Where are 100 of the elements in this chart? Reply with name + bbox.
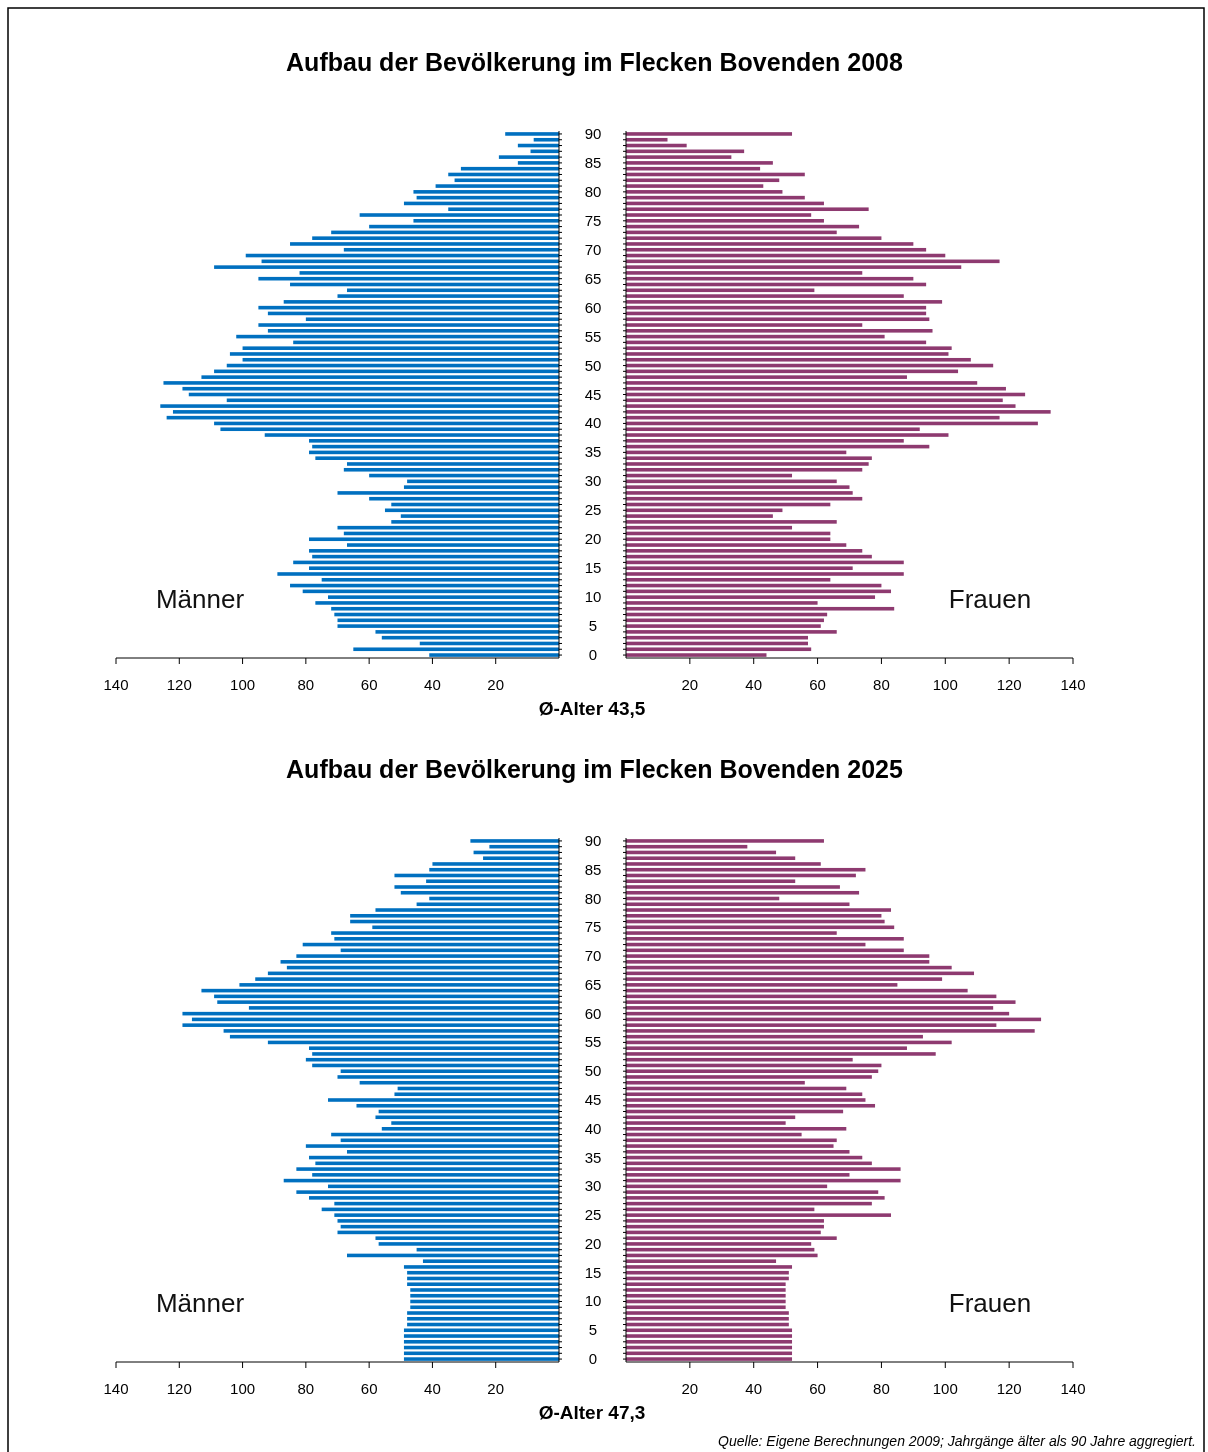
bar xyxy=(422,1259,559,1263)
bar xyxy=(448,207,559,212)
bar xyxy=(626,839,824,843)
x-axis-title: Ø-Alter 43,5 xyxy=(538,698,646,719)
bar xyxy=(375,1236,559,1240)
series-label: Männer xyxy=(155,584,245,614)
x-tick-label: 20 xyxy=(681,1380,699,1397)
bar xyxy=(626,1052,936,1056)
bar xyxy=(626,375,907,379)
x-tick-label: 100 xyxy=(932,676,958,693)
bar xyxy=(403,1265,559,1269)
bar xyxy=(626,1121,786,1125)
bar xyxy=(626,242,914,246)
bar xyxy=(346,1150,559,1154)
bar xyxy=(626,879,796,884)
bar xyxy=(517,161,559,165)
y-tick-label: 70 xyxy=(584,947,602,965)
text: Frauen xyxy=(948,1288,1032,1318)
y-tick-label: 35 xyxy=(584,443,602,461)
bar xyxy=(626,890,860,895)
bar xyxy=(312,236,559,240)
y-tick-label: 5 xyxy=(588,617,598,635)
bar xyxy=(226,398,559,403)
bar xyxy=(626,467,863,472)
bar xyxy=(309,1196,559,1200)
bar xyxy=(334,937,559,941)
bar xyxy=(626,856,796,860)
bar xyxy=(429,653,559,657)
x-tick-label: 60 xyxy=(809,1380,826,1397)
bar xyxy=(626,294,904,298)
bar xyxy=(375,908,559,912)
y-tick-label: 20 xyxy=(584,1234,602,1252)
bar xyxy=(626,1311,789,1315)
bar xyxy=(505,132,559,136)
bar xyxy=(626,630,837,634)
bar xyxy=(280,960,559,964)
bar xyxy=(454,178,559,183)
bar xyxy=(626,132,793,136)
y-tick-label: 55 xyxy=(584,327,602,345)
bar xyxy=(626,1334,793,1338)
bar xyxy=(626,1029,1035,1033)
y-tick-label: 45 xyxy=(584,1091,602,1108)
x-tick-label: 140 xyxy=(1060,1380,1086,1397)
bar xyxy=(626,647,812,652)
bar xyxy=(413,190,559,194)
bar xyxy=(626,1219,824,1223)
bar xyxy=(626,1173,850,1177)
bar xyxy=(626,1357,793,1361)
bar xyxy=(217,1000,559,1004)
y-tick-label: 60 xyxy=(584,298,602,316)
bar xyxy=(242,357,559,362)
y-tick-label: 10 xyxy=(584,588,602,606)
bar xyxy=(626,1092,863,1097)
bar xyxy=(626,357,971,362)
bar xyxy=(328,595,559,599)
y-tick-label: 10 xyxy=(584,1292,602,1310)
bar xyxy=(312,1173,559,1177)
x-tick-label: 120 xyxy=(996,676,1022,693)
y-tick-label: 80 xyxy=(584,182,602,200)
bar xyxy=(248,1006,559,1010)
bar xyxy=(626,549,863,553)
bar xyxy=(264,433,559,437)
bar xyxy=(626,300,943,304)
bar xyxy=(220,427,559,432)
bar xyxy=(626,213,812,217)
bar xyxy=(296,1167,559,1171)
bar xyxy=(626,606,895,611)
bar xyxy=(299,271,559,275)
bar xyxy=(626,1213,892,1217)
bar xyxy=(223,1029,559,1033)
y-tick-label: 50 xyxy=(584,356,602,374)
bar xyxy=(410,1305,559,1310)
bar xyxy=(321,577,559,582)
bar xyxy=(403,485,559,489)
bar xyxy=(626,410,1051,414)
bar xyxy=(426,879,559,884)
bar xyxy=(346,462,559,466)
y-tick-label: 40 xyxy=(584,1119,602,1137)
bar xyxy=(359,213,559,217)
bar xyxy=(626,456,872,460)
bar xyxy=(305,1144,559,1148)
bar xyxy=(626,913,882,918)
bar xyxy=(626,1242,812,1246)
bar xyxy=(626,323,863,327)
bar xyxy=(309,566,559,570)
bar xyxy=(626,398,1003,403)
x-tick-label: 100 xyxy=(230,1380,256,1397)
bar xyxy=(626,1006,994,1010)
x-tick-label: 40 xyxy=(745,676,763,693)
bar xyxy=(626,520,837,524)
bar xyxy=(359,1080,559,1085)
bar xyxy=(416,902,559,907)
bar xyxy=(498,155,559,159)
chart-title: Aufbau der Bevölkerung im Flecken Bovenden 2025 xyxy=(286,755,904,783)
bar xyxy=(626,1167,901,1171)
y-tick-label: 40 xyxy=(584,414,602,432)
bar xyxy=(626,352,949,356)
bar xyxy=(626,219,824,223)
bar xyxy=(626,462,869,466)
bar xyxy=(432,862,559,866)
